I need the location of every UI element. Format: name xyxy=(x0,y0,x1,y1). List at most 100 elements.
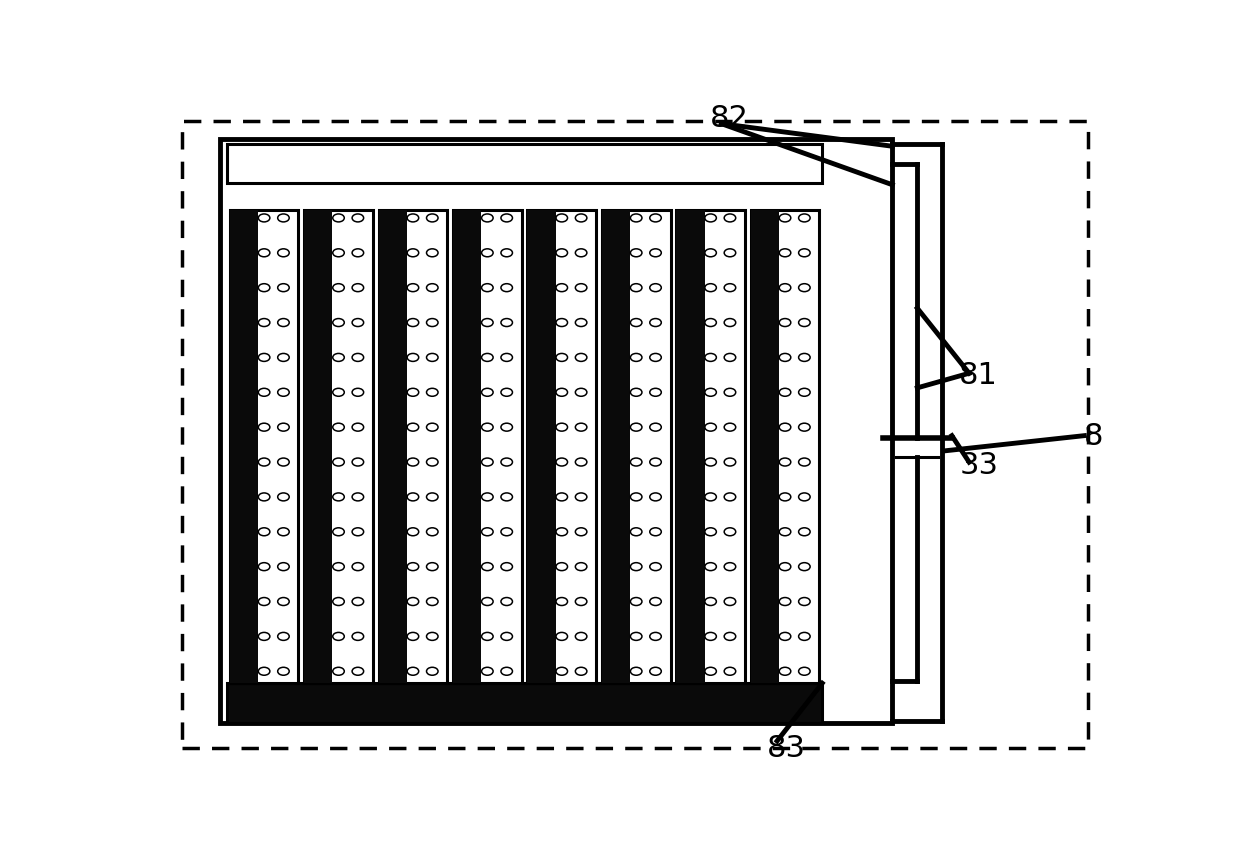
Circle shape xyxy=(799,493,810,501)
Circle shape xyxy=(705,214,716,223)
Circle shape xyxy=(482,528,493,536)
Circle shape xyxy=(259,563,270,571)
Circle shape xyxy=(259,493,270,501)
Bar xyxy=(227,684,823,723)
Circle shape xyxy=(799,319,810,327)
Circle shape xyxy=(278,459,289,467)
Circle shape xyxy=(649,598,662,606)
Text: 83: 83 xyxy=(767,734,807,762)
Circle shape xyxy=(631,284,642,293)
Circle shape xyxy=(278,667,289,676)
Circle shape xyxy=(705,424,716,431)
Circle shape xyxy=(724,528,736,536)
Circle shape xyxy=(278,214,289,223)
Circle shape xyxy=(779,598,790,606)
Circle shape xyxy=(649,354,662,362)
Bar xyxy=(528,211,556,684)
Bar xyxy=(229,211,299,684)
Circle shape xyxy=(779,389,790,397)
Circle shape xyxy=(501,633,513,641)
Circle shape xyxy=(631,424,642,431)
Circle shape xyxy=(779,459,790,467)
Circle shape xyxy=(426,459,439,467)
Circle shape xyxy=(575,459,587,467)
Circle shape xyxy=(259,250,270,257)
Circle shape xyxy=(575,598,587,606)
Circle shape xyxy=(724,214,736,223)
Circle shape xyxy=(482,493,493,501)
Circle shape xyxy=(278,250,289,257)
Circle shape xyxy=(426,424,439,431)
Circle shape xyxy=(333,459,344,467)
Circle shape xyxy=(259,319,270,327)
Circle shape xyxy=(333,250,344,257)
Circle shape xyxy=(352,493,363,501)
Circle shape xyxy=(408,459,419,467)
Circle shape xyxy=(482,354,493,362)
Circle shape xyxy=(501,563,513,571)
Circle shape xyxy=(278,319,289,327)
Text: 81: 81 xyxy=(959,361,999,390)
Circle shape xyxy=(259,459,270,467)
Circle shape xyxy=(724,354,736,362)
Circle shape xyxy=(649,633,662,641)
Circle shape xyxy=(575,528,587,536)
Circle shape xyxy=(779,250,790,257)
Circle shape xyxy=(705,284,716,293)
Circle shape xyxy=(724,633,736,641)
Bar xyxy=(453,211,481,684)
Circle shape xyxy=(501,493,513,501)
Circle shape xyxy=(556,214,567,223)
Circle shape xyxy=(482,424,493,431)
Circle shape xyxy=(556,284,567,293)
Circle shape xyxy=(482,667,493,676)
Circle shape xyxy=(352,319,363,327)
Circle shape xyxy=(799,459,810,467)
Circle shape xyxy=(705,319,716,327)
Circle shape xyxy=(333,389,344,397)
Bar xyxy=(227,145,823,184)
Circle shape xyxy=(649,563,662,571)
Circle shape xyxy=(482,389,493,397)
Circle shape xyxy=(408,633,419,641)
Circle shape xyxy=(799,250,810,257)
Circle shape xyxy=(799,214,810,223)
Circle shape xyxy=(408,424,419,431)
Circle shape xyxy=(724,389,736,397)
Circle shape xyxy=(631,493,642,501)
Circle shape xyxy=(501,667,513,676)
Circle shape xyxy=(779,493,790,501)
Circle shape xyxy=(779,284,790,293)
Circle shape xyxy=(408,598,419,606)
Circle shape xyxy=(501,354,513,362)
Circle shape xyxy=(575,667,587,676)
Circle shape xyxy=(556,633,567,641)
Circle shape xyxy=(575,354,587,362)
Circle shape xyxy=(333,424,344,431)
Circle shape xyxy=(408,214,419,223)
Circle shape xyxy=(408,493,419,501)
Circle shape xyxy=(352,563,363,571)
Circle shape xyxy=(556,354,567,362)
Circle shape xyxy=(352,667,363,676)
Circle shape xyxy=(631,563,642,571)
Circle shape xyxy=(724,250,736,257)
Circle shape xyxy=(779,354,790,362)
Circle shape xyxy=(278,424,289,431)
Circle shape xyxy=(352,284,363,293)
Circle shape xyxy=(352,354,363,362)
Circle shape xyxy=(426,563,439,571)
Circle shape xyxy=(501,250,513,257)
Circle shape xyxy=(278,633,289,641)
Circle shape xyxy=(575,424,587,431)
Circle shape xyxy=(779,319,790,327)
Circle shape xyxy=(278,389,289,397)
Bar xyxy=(751,211,819,684)
Circle shape xyxy=(352,528,363,536)
Circle shape xyxy=(799,667,810,676)
Circle shape xyxy=(705,459,716,467)
Circle shape xyxy=(408,667,419,676)
Circle shape xyxy=(352,214,363,223)
Circle shape xyxy=(352,424,363,431)
Circle shape xyxy=(408,354,419,362)
